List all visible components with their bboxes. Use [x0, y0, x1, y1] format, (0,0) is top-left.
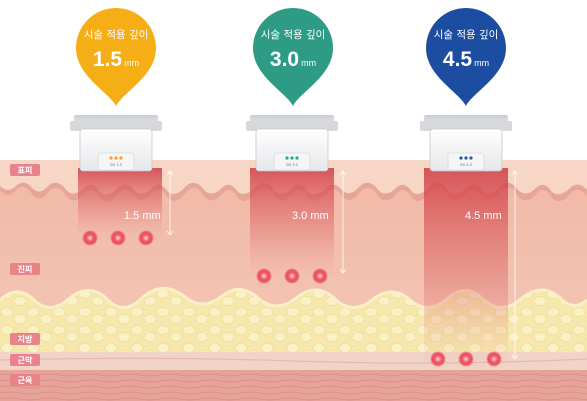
focal-dot [138, 230, 154, 246]
pin-caption-3: 시술 적용 깊이 [434, 29, 499, 41]
depth-pin-1: 시술 적용 깊이 1.5 mm [76, 8, 156, 106]
focal-dot [458, 351, 474, 367]
depth-pin-2: 시술 적용 깊이 3.0 mm [253, 8, 333, 106]
layer-tag-fascia: 근막 [10, 354, 40, 366]
focal-points-1 [82, 230, 154, 246]
layer-tag-dermis-label: 진피 [18, 264, 33, 274]
layer-tag-muscle: 근육 [10, 374, 40, 386]
cartridge-3-label: DS 4.5 [460, 163, 472, 167]
energy-beam-3 [424, 168, 508, 368]
layer-tag-fat-label: 지방 [18, 334, 33, 344]
layer-tag-fascia-label: 근막 [18, 355, 33, 365]
depth-label-2: 3.0 mm [292, 210, 329, 222]
pin-caption-2: 시술 적용 깊이 [261, 29, 326, 41]
pin-unit-2: mm [301, 58, 316, 68]
depth-label-1: 1.5 mm [124, 210, 161, 222]
depth-pin-3: 시술 적용 깊이 4.5 mm [426, 8, 506, 106]
pin-shape-1 [76, 8, 156, 106]
depth-label-3: 4.5 mm [465, 210, 502, 222]
depth-arrow-3 [511, 170, 519, 360]
pin-value-2: 3.0 mm [270, 48, 316, 71]
cartridge-1: DS 1.5 [70, 115, 162, 172]
focal-points-3 [430, 351, 502, 367]
focal-dot [256, 268, 272, 284]
energy-beam-2 [250, 168, 334, 278]
energy-beam-1 [78, 168, 162, 238]
pin-shape-2 [253, 8, 333, 106]
focal-points-2 [256, 268, 328, 284]
layer-tag-epidermis-label: 표피 [18, 165, 33, 175]
pin-value-3: 4.5 mm [443, 48, 489, 71]
layer-tag-dermis: 진피 [10, 263, 40, 275]
focal-dot [284, 268, 300, 284]
layer-tag-fat: 지방 [10, 333, 40, 345]
muscle-layer [0, 370, 587, 401]
pin-number-1: 1.5 [93, 48, 123, 71]
pin-number-3: 4.5 [443, 48, 473, 71]
pin-caption-1: 시술 적용 깊이 [84, 29, 149, 41]
cartridge-2-label: DS 3.0 [286, 163, 299, 167]
layer-tag-epidermis: 표피 [10, 164, 40, 176]
focal-dot [82, 230, 98, 246]
cartridge-3: DS 4.5 [420, 115, 512, 172]
pin-unit-1: mm [124, 58, 139, 68]
pin-number-2: 3.0 [270, 48, 299, 71]
depth-arrow-1 [166, 170, 174, 236]
pin-shape-3 [426, 8, 506, 106]
cartridge-1-label: DS 1.5 [110, 163, 122, 167]
focal-dot [430, 351, 446, 367]
focal-dot [312, 268, 328, 284]
focal-dot [486, 351, 502, 367]
pin-value-1: 1.5 mm [93, 48, 139, 71]
focal-dot [110, 230, 126, 246]
cartridge-2: DS 3.0 [246, 115, 338, 172]
pin-unit-3: mm [474, 58, 489, 68]
depth-arrow-2 [339, 170, 347, 274]
layer-tag-muscle-label: 근육 [18, 375, 33, 385]
